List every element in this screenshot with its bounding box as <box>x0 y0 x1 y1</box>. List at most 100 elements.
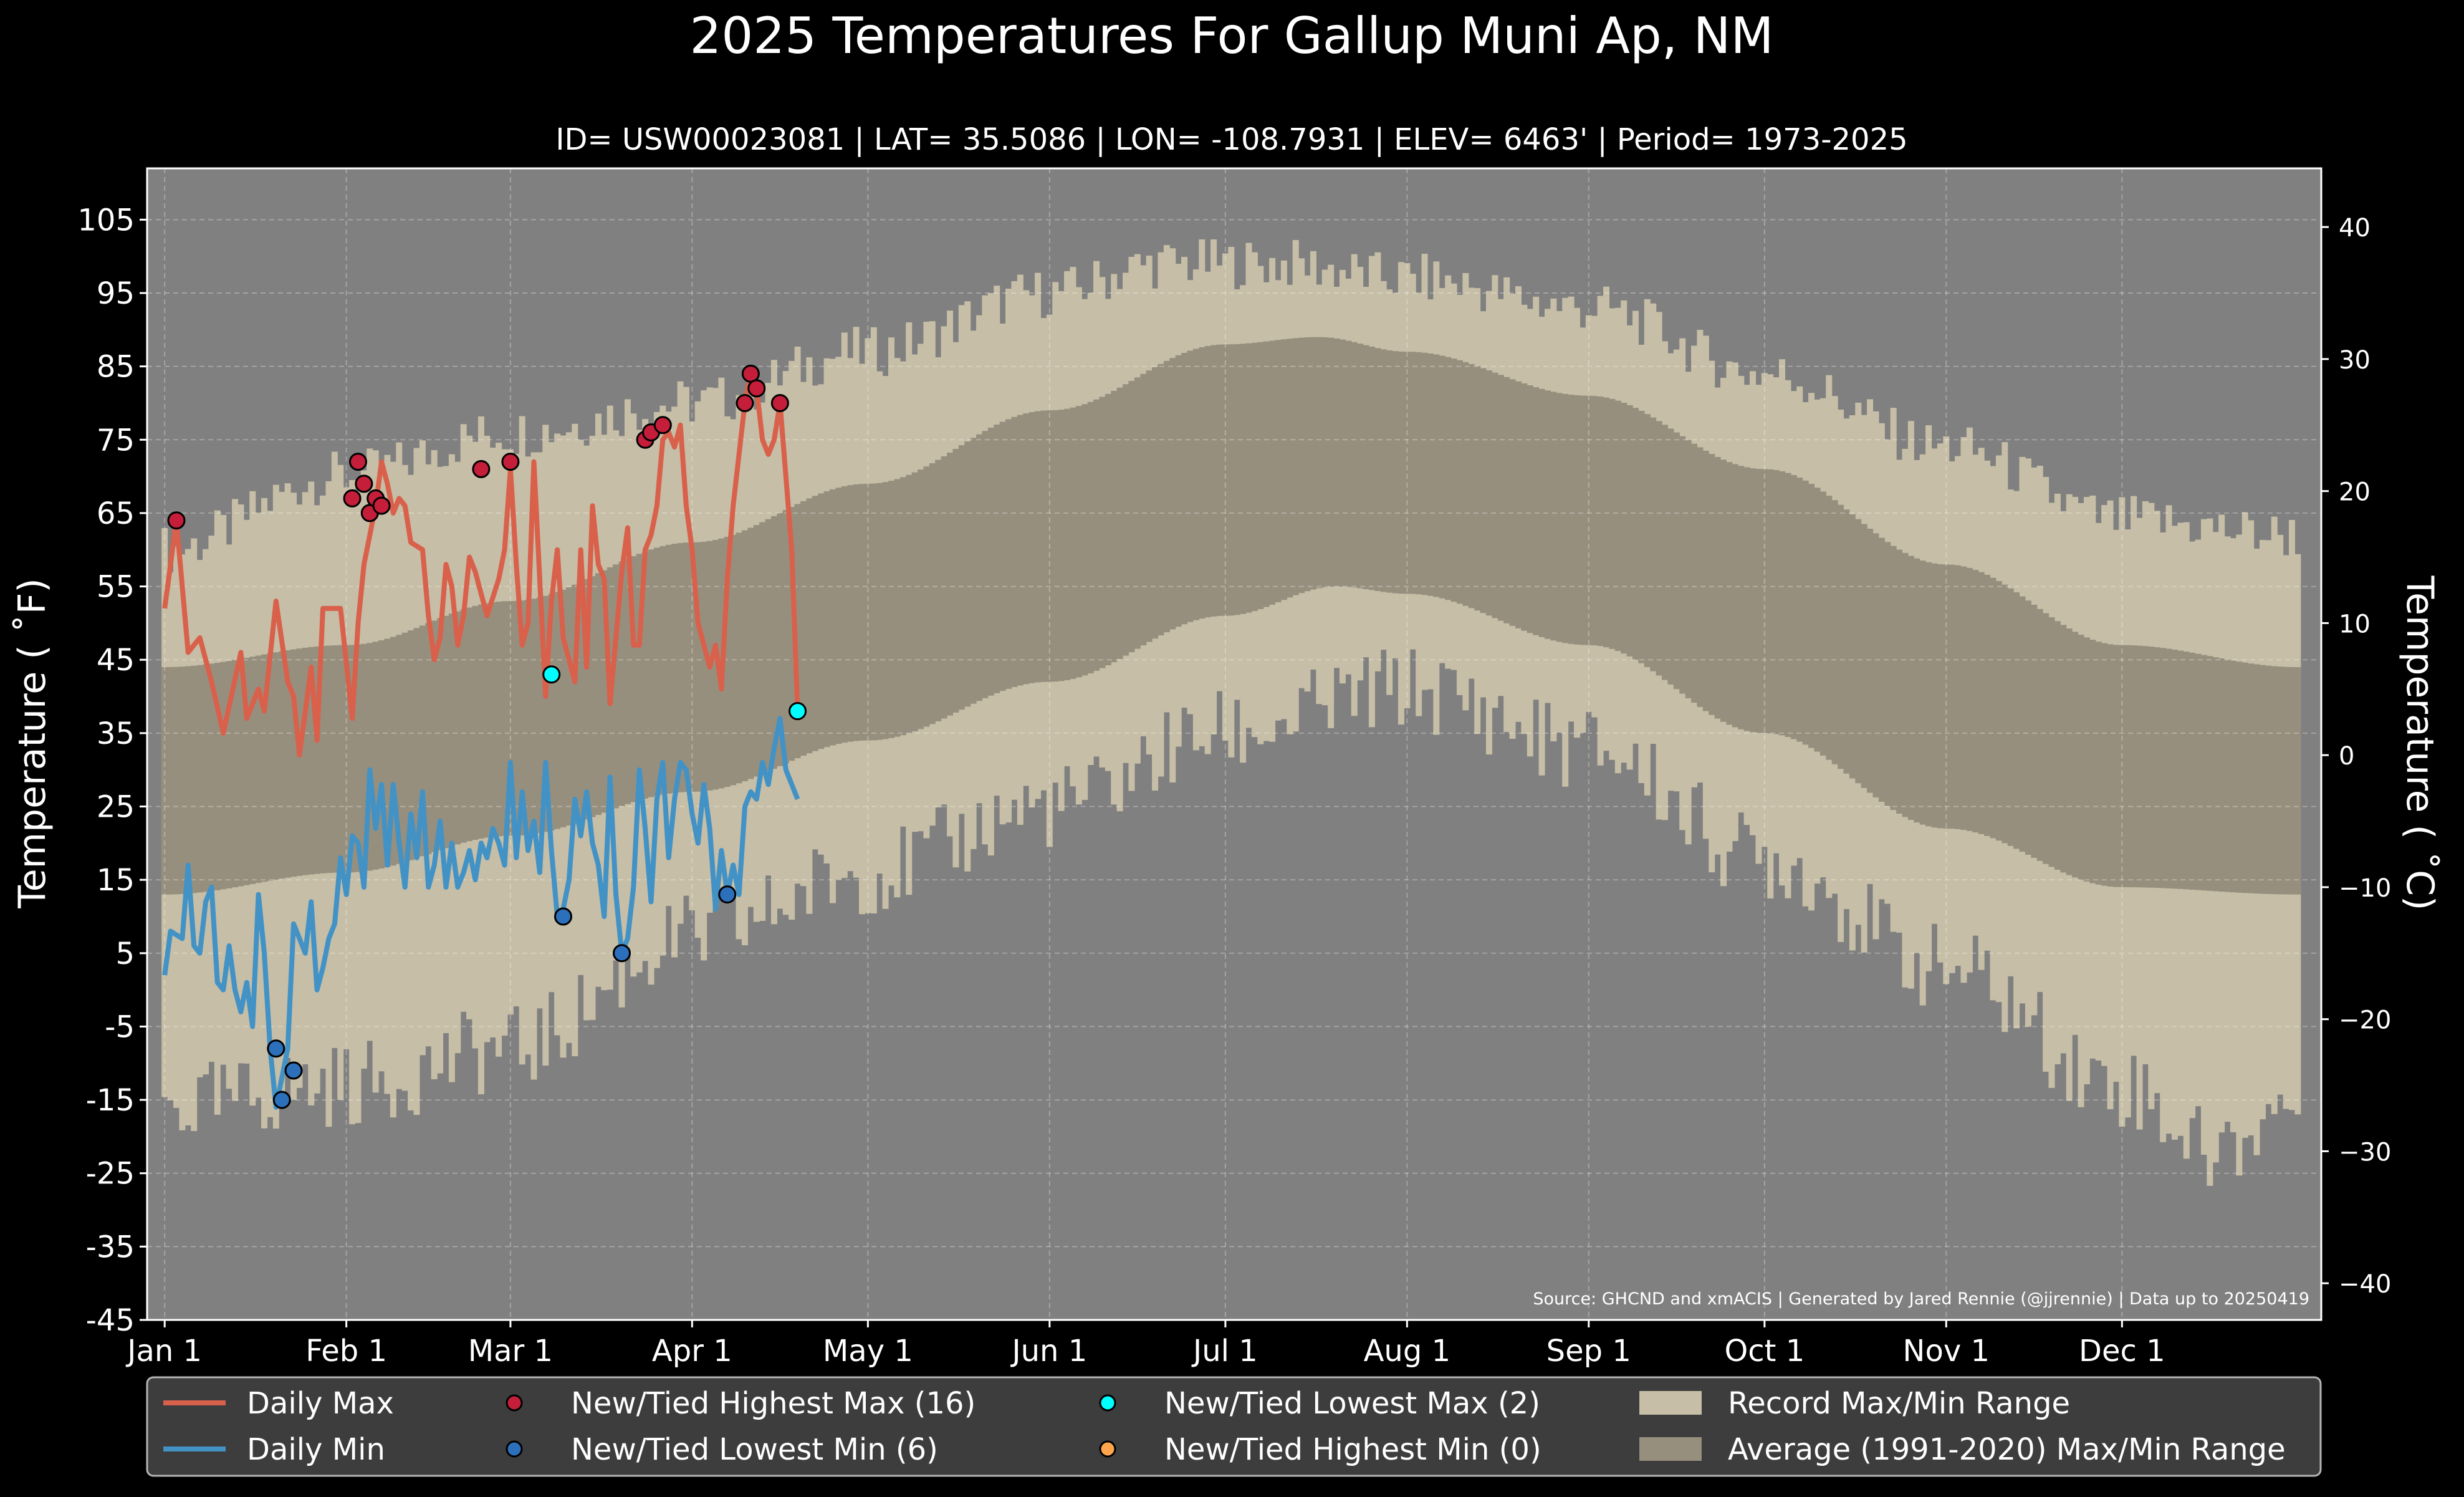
average-range-bar <box>1462 362 1469 606</box>
average-range-bar <box>530 599 537 834</box>
legend-swatch <box>1639 1437 1702 1461</box>
average-range-bar <box>1445 357 1452 600</box>
average-range-bar <box>1884 542 1891 806</box>
average-range-bar <box>196 665 203 893</box>
y-tick-label: -35 <box>86 1230 135 1264</box>
average-range-bar <box>1456 360 1463 604</box>
average-range-bar <box>753 525 760 777</box>
average-range-bar <box>272 652 279 880</box>
average-range-bar <box>683 542 689 792</box>
average-range-bar <box>1726 462 1733 725</box>
average-range-bar <box>835 488 842 744</box>
average-range-bar <box>1603 397 1610 648</box>
average-range-bar <box>360 643 367 872</box>
new-highest-max-point <box>343 489 362 508</box>
average-range-bar <box>1743 467 1750 731</box>
average-range-bar <box>970 438 977 704</box>
average-range-bar <box>1280 339 1287 600</box>
average-range-bar <box>466 607 473 842</box>
y2-tick-label: 0 <box>2339 742 2354 771</box>
x-tick-label: May 1 <box>823 1334 913 1369</box>
average-range-bar <box>1702 450 1709 711</box>
average-range-bar <box>1421 352 1428 595</box>
average-range-bar <box>2025 600 2031 855</box>
average-range-bar <box>1333 338 1340 587</box>
average-range-bar <box>1614 400 1621 652</box>
average-range-bar <box>648 549 654 797</box>
average-range-bar <box>2107 644 2114 887</box>
average-range-bar <box>577 582 584 822</box>
average-range-bar <box>1163 360 1170 633</box>
new-highest-max-point <box>167 511 186 530</box>
average-range-bar <box>1298 337 1305 594</box>
average-range-bar <box>1667 428 1674 685</box>
average-range-bar <box>1872 533 1879 797</box>
y-tick-label: 95 <box>97 276 135 311</box>
average-range-bar <box>1533 387 1540 635</box>
legend-label: Daily Max <box>247 1386 394 1421</box>
average-range-bar <box>302 647 309 875</box>
average-range-bar <box>818 493 825 749</box>
average-range-bar <box>601 570 608 813</box>
average-range-bar <box>572 584 578 824</box>
average-range-bar <box>437 618 444 850</box>
average-range-bar <box>460 609 467 843</box>
average-range-bar <box>560 589 567 827</box>
average-range-bar <box>1404 352 1411 594</box>
x-tick-label: Nov 1 <box>1903 1334 1990 1369</box>
legend-swatch <box>1639 1391 1702 1415</box>
average-range-bar <box>2207 656 2213 891</box>
average-range-bar <box>2131 645 2137 888</box>
average-range-bar <box>1158 363 1164 636</box>
average-range-bar <box>1386 350 1393 593</box>
average-range-bar <box>987 427 994 696</box>
average-range-bar <box>1562 393 1569 643</box>
average-range-bar <box>1527 385 1533 633</box>
average-range-bar <box>853 484 860 741</box>
new-highest-max-point <box>372 496 391 515</box>
average-range-bar <box>653 547 660 796</box>
average-range-bar <box>1040 410 1047 682</box>
average-range-bar <box>1503 377 1510 623</box>
average-range-bar <box>1644 414 1651 667</box>
average-range-bar <box>1345 340 1352 587</box>
average-range-bar <box>876 483 883 740</box>
average-range-bar <box>1943 564 1950 829</box>
average-range-bar <box>507 601 514 836</box>
average-range-bar <box>858 484 865 741</box>
y-tick-label: 65 <box>97 496 135 531</box>
average-range-bar <box>1867 528 1874 793</box>
new-highest-max-point <box>348 453 367 471</box>
average-range-bar <box>677 542 684 792</box>
average-range-bar <box>724 536 731 787</box>
y2-tick-label: 20 <box>2339 478 2371 507</box>
average-range-bar <box>1955 565 1962 829</box>
average-range-bar <box>1585 395 1592 645</box>
average-range-bar <box>1204 345 1211 618</box>
average-range-bar <box>1972 569 1979 833</box>
average-range-bar <box>1216 344 1223 616</box>
average-range-bar <box>636 554 643 801</box>
average-range-bar <box>1515 381 1522 628</box>
average-range-bar <box>918 469 924 729</box>
new-lowest-max-point <box>789 702 807 721</box>
average-range-bar <box>161 667 168 895</box>
average-range-bar <box>765 519 772 772</box>
average-range-bar <box>401 632 408 862</box>
average-range-bar <box>349 645 356 873</box>
daily-max-line <box>162 371 800 758</box>
average-range-bar <box>2259 665 2266 894</box>
y-tick-label: -5 <box>105 1009 135 1044</box>
average-range-bar <box>2165 648 2172 888</box>
average-range-bar <box>2060 625 2067 873</box>
average-range-bar <box>179 667 186 894</box>
average-range-bar <box>1802 480 1809 745</box>
average-range-bar <box>1228 344 1235 616</box>
average-range-bar <box>2283 667 2289 895</box>
average-range-bar <box>1709 454 1715 715</box>
average-range-bar <box>1814 487 1821 752</box>
average-range-bar <box>536 597 543 834</box>
average-range-bar <box>1199 347 1206 619</box>
average-range-bar <box>1234 344 1240 615</box>
y2-tick-label: 10 <box>2339 610 2371 638</box>
